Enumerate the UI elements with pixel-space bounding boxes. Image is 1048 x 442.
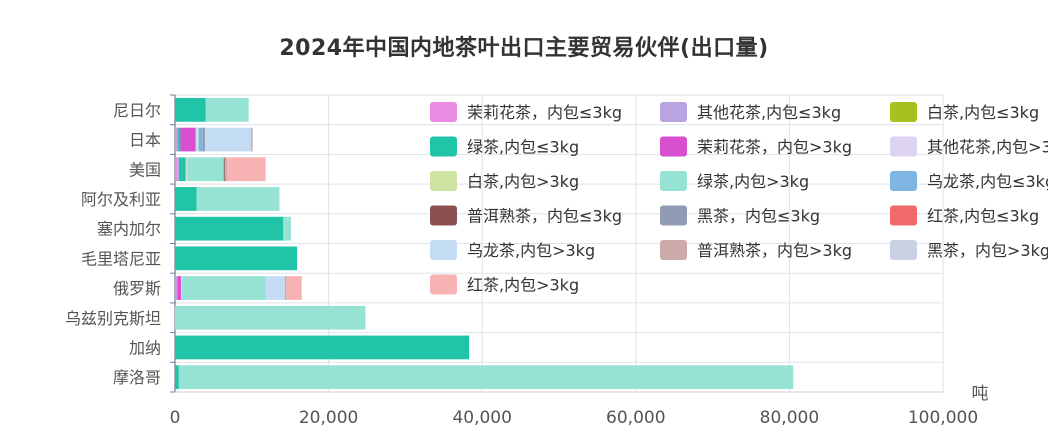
bar-segment (178, 127, 181, 152)
bar-segment (175, 335, 470, 360)
bar-segment (175, 216, 284, 241)
legend-label: 普洱熟茶，内包>3kg (697, 241, 852, 260)
bar-segment (286, 276, 302, 300)
bar-segment (198, 127, 199, 152)
legend-swatch (430, 102, 457, 122)
legend-swatch (890, 240, 917, 260)
legend-swatch (430, 171, 457, 191)
x-axis-unit-label: 吨 (972, 384, 989, 404)
legend-label: 乌龙茶,内包≤3kg (927, 172, 1048, 191)
x-tick-label: 20,000 (299, 408, 358, 428)
bar-segment (175, 276, 177, 300)
bar-segment (175, 305, 366, 330)
legend-label: 黑茶，内包≤3kg (697, 207, 820, 226)
bar-segment (175, 127, 177, 152)
legend-label: 普洱熟茶，内包≤3kg (467, 207, 622, 226)
bar-segment (181, 276, 182, 300)
y-tick-label: 加纳 (129, 338, 161, 357)
legend-swatch (430, 240, 457, 260)
x-tick-label: 40,000 (452, 408, 511, 428)
bar-segment (284, 276, 287, 300)
bar-segment (177, 276, 182, 300)
bar-segment (196, 187, 280, 211)
x-tick-label: 100,000 (908, 408, 978, 428)
legend-swatch (660, 102, 687, 122)
bar-segment (204, 127, 252, 152)
bar-segment (175, 157, 178, 182)
bar-segment (175, 187, 197, 211)
legend-swatch (890, 136, 917, 157)
bar-segment (251, 127, 253, 152)
legend-label: 白茶,内包≤3kg (927, 103, 1039, 122)
legend-label: 其他花茶,内包≤3kg (697, 103, 841, 122)
legend-label: 绿茶,内包>3kg (697, 172, 809, 191)
y-tick-label: 塞内加尔 (97, 220, 161, 239)
bar-segment (186, 157, 188, 182)
bar-segment (175, 246, 298, 271)
legend-label: 红茶,内包≤3kg (927, 207, 1039, 226)
y-tick-label: 日本 (129, 131, 161, 150)
x-tick-label: 0 (170, 408, 181, 428)
legend-swatch (660, 205, 687, 226)
y-tick-label: 美国 (129, 160, 161, 179)
legend-swatch (890, 171, 917, 191)
y-tick-label: 尼日尔 (113, 101, 161, 120)
bar-segment (176, 127, 179, 152)
bar-segment (265, 276, 285, 300)
legend-swatch (660, 171, 687, 191)
legend-label: 白茶,内包>3kg (467, 172, 579, 191)
bar-segment (202, 127, 205, 152)
legend-label: 其他花茶,内包>3kg (927, 138, 1048, 157)
legend-label: 茉莉花茶，内包>3kg (697, 138, 852, 157)
bar-segment (205, 97, 249, 122)
legend-swatch (890, 205, 917, 226)
y-tick-label: 毛里塔尼亚 (81, 249, 161, 268)
legend-swatch (660, 240, 687, 260)
y-tick-label: 乌兹别克斯坦 (65, 309, 161, 328)
legend-swatch (890, 102, 917, 122)
bar-segment (195, 127, 199, 152)
bar-segment (227, 157, 266, 182)
bar-segment (175, 97, 206, 122)
bar-segment (176, 276, 178, 300)
x-tick-label: 80,000 (760, 408, 819, 428)
bar-segment (198, 127, 203, 152)
legend-swatch (430, 136, 457, 157)
y-tick-label: 摩洛哥 (113, 368, 161, 387)
bar-segment (178, 157, 186, 182)
bar-segment (177, 157, 179, 182)
bar-segment (180, 127, 196, 152)
legend-label: 黑茶，内包>3kg (927, 241, 1048, 260)
bar-segment (175, 365, 179, 390)
bar-segment (181, 276, 266, 300)
legend-swatch (430, 274, 457, 295)
chart-title: 2024年中国内地茶叶出口主要贸易伙伴(出口量) (279, 36, 769, 61)
bar-segment (224, 157, 225, 182)
bar-segment (185, 157, 187, 182)
x-tick-label: 60,000 (606, 408, 665, 428)
bar-segment (224, 157, 228, 182)
legend-label: 红茶,内包>3kg (467, 276, 579, 295)
bar-segment (283, 216, 291, 241)
y-tick-label: 俄罗斯 (113, 279, 161, 298)
legend-label: 绿茶,内包≤3kg (467, 138, 579, 157)
legend-swatch (430, 205, 457, 226)
legend-label: 乌龙茶,内包>3kg (467, 241, 595, 260)
legend-label: 茉莉花茶，内包≤3kg (467, 103, 622, 122)
y-tick-label: 阿尔及利亚 (81, 190, 161, 209)
legend-swatch (660, 136, 687, 157)
bar-segment (223, 157, 225, 182)
bar-segment (187, 157, 224, 182)
bar-segment (178, 365, 794, 390)
